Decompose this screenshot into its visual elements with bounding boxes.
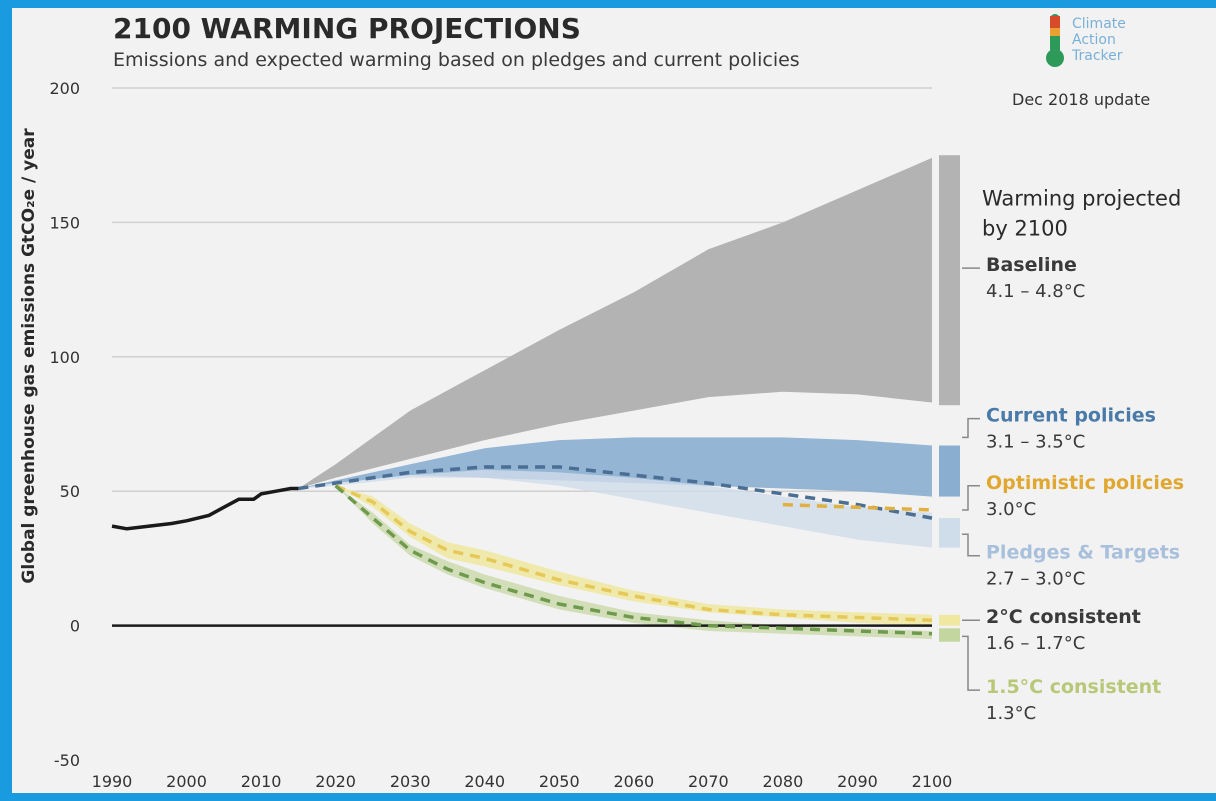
dashed-line-1-5degc-consistent bbox=[334, 484, 933, 636]
x-tick-label-2070: 2070 bbox=[688, 772, 729, 791]
x-tick-label-1990: 1990 bbox=[92, 772, 133, 791]
scenario-name-baseline: Baseline bbox=[986, 254, 1077, 276]
y-tick-label--50: -50 bbox=[54, 751, 80, 770]
band-baseline bbox=[261, 157, 933, 508]
scenario-connector-current-policies bbox=[962, 417, 980, 439]
x-tick-label-2050: 2050 bbox=[539, 772, 580, 791]
warming-heading-line-2: by 2100 bbox=[982, 216, 1068, 240]
chart-title: 2100 WARMING PROJECTIONS bbox=[113, 12, 581, 45]
x-tick-label-2060: 2060 bbox=[613, 772, 654, 791]
scenario-connector-pledges-targets bbox=[962, 533, 980, 557]
dashed-line-2degc-consistent bbox=[334, 484, 933, 622]
logo-text-climate: Climate bbox=[1072, 16, 1126, 32]
scenario-name-2degc-consistent: 2°C consistent bbox=[986, 606, 1141, 628]
y-tick-label-200: 200 bbox=[49, 79, 80, 98]
logo-thermometer-stripe-red bbox=[1050, 16, 1060, 28]
logo-thermometer-bulb bbox=[1046, 49, 1064, 67]
x-tick-label-2020: 2020 bbox=[315, 772, 356, 791]
y-tick-label-0: 0 bbox=[70, 617, 80, 636]
x-tick-label-2100: 2100 bbox=[912, 772, 953, 791]
x-tick-label-2080: 2080 bbox=[763, 772, 804, 791]
y-axis-label: Global greenhouse gas emissions GtCO₂e /… bbox=[19, 128, 39, 584]
logo-text-tracker: Tracker bbox=[1071, 48, 1123, 64]
scenario-name-current-policies: Current policies bbox=[986, 405, 1156, 427]
scenario-name-pledges-targets: Pledges & Targets bbox=[986, 542, 1180, 564]
scenario-range-current-policies: 3.1 – 3.5°C bbox=[986, 432, 1085, 453]
dashed-line-current-policies bbox=[298, 465, 933, 520]
scenario-connector-optimistic-policies bbox=[962, 485, 980, 511]
scenario-range-pledges-targets: 2.7 – 3.0°C bbox=[986, 569, 1085, 590]
historical-emissions-line bbox=[111, 486, 299, 531]
scenario-name-1-5degc-consistent: 1.5°C consistent bbox=[986, 676, 1161, 698]
x-tick-label-2030: 2030 bbox=[390, 772, 431, 791]
x-tick-label-2000: 2000 bbox=[166, 772, 207, 791]
warming-bar-baseline bbox=[939, 155, 960, 406]
logo-thermometer-stripe-orange bbox=[1050, 28, 1060, 36]
warming-bar-2degc-consistent bbox=[939, 614, 960, 626]
warming-heading-line-1: Warming projected bbox=[982, 186, 1181, 210]
logo-text-action: Action bbox=[1072, 32, 1116, 48]
warming-projections-chart: 2100 WARMING PROJECTIONS Emissions and e… bbox=[19, 12, 1184, 791]
scenario-connector-1-5degc-consistent bbox=[962, 635, 980, 691]
x-tick-label-2090: 2090 bbox=[837, 772, 878, 791]
x-tick-label-2040: 2040 bbox=[464, 772, 505, 791]
update-note: Dec 2018 update bbox=[1012, 90, 1150, 109]
band-2degc-consistent bbox=[335, 485, 933, 626]
y-tick-label-50: 50 bbox=[60, 482, 80, 501]
scenario-name-optimistic-policies: Optimistic policies bbox=[986, 472, 1184, 494]
warming-bar-current-policies bbox=[939, 445, 960, 497]
y-tick-label-150: 150 bbox=[49, 213, 80, 232]
x-tick-label-2010: 2010 bbox=[241, 772, 282, 791]
band-current-policies bbox=[298, 437, 932, 497]
band-pledges-targets bbox=[298, 469, 932, 548]
chart-frame: 2100 WARMING PROJECTIONS Emissions and e… bbox=[12, 8, 1216, 793]
climate-action-tracker-logo: Climate Action Tracker bbox=[1046, 14, 1126, 67]
scenario-range-baseline: 4.1 – 4.8°C bbox=[986, 281, 1085, 302]
chart-subtitle: Emissions and expected warming based on … bbox=[113, 49, 800, 71]
warming-bar-1-5degc-consistent bbox=[939, 628, 960, 642]
dashed-line-optimistic-policies bbox=[782, 502, 933, 512]
y-tick-label-100: 100 bbox=[49, 348, 80, 367]
scenario-range-optimistic-policies: 3.0°C bbox=[986, 499, 1036, 520]
scenario-range-1-5degc-consistent: 1.3°C bbox=[986, 703, 1036, 724]
scenario-range-2degc-consistent: 1.6 – 1.7°C bbox=[986, 633, 1085, 654]
warming-bar-pledges-targets bbox=[939, 518, 960, 548]
